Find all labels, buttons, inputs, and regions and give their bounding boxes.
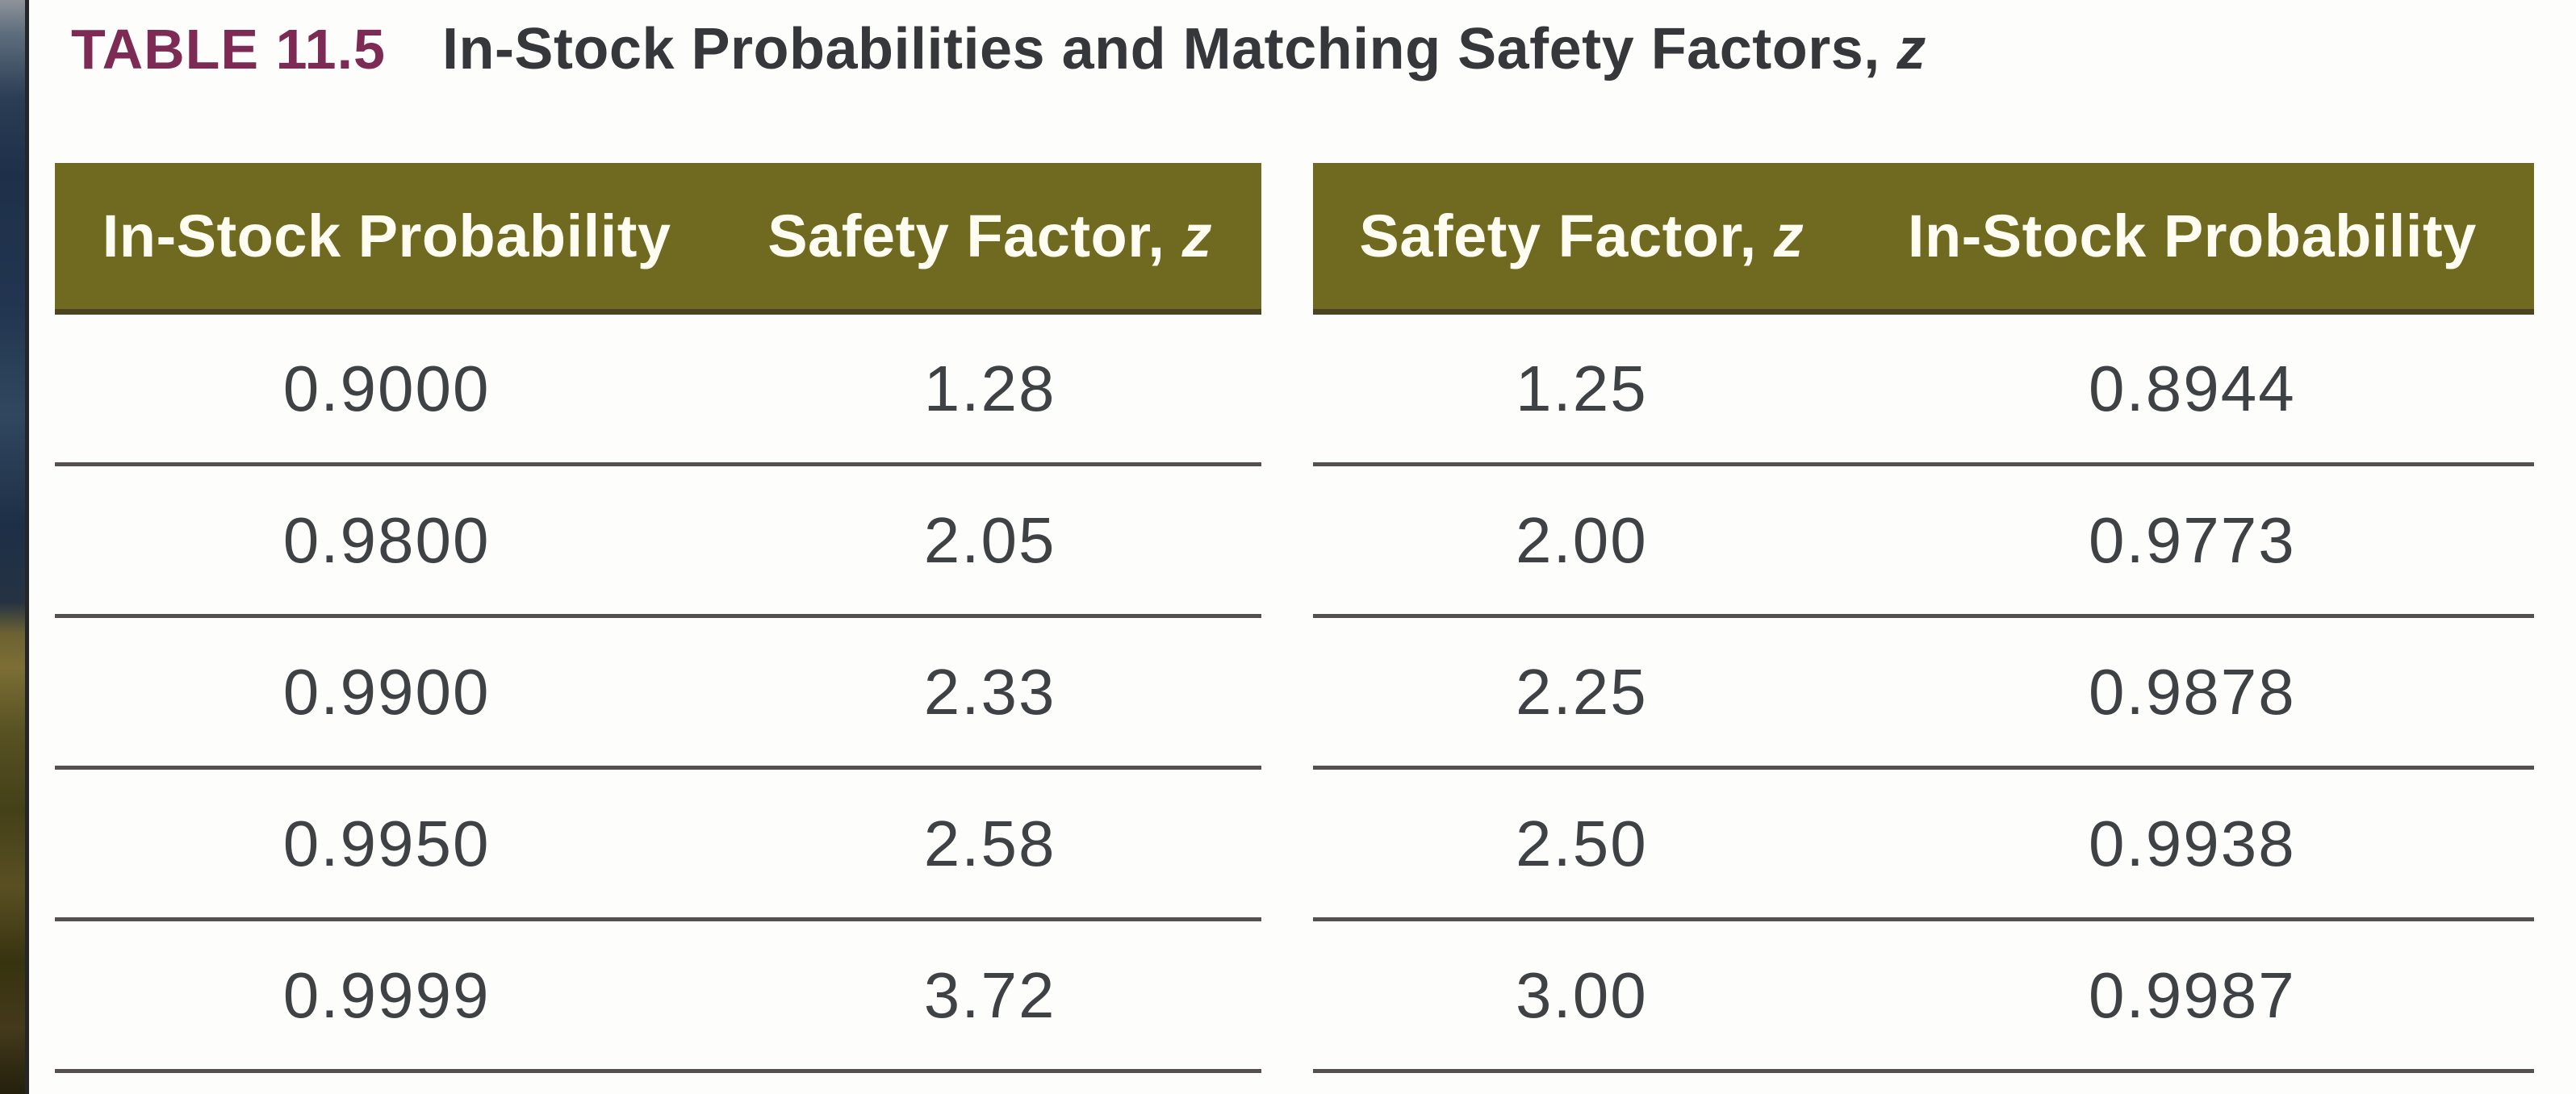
table-cell: 0.9950 bbox=[282, 807, 491, 879]
table-row: 0.9000 1.28 bbox=[55, 315, 1261, 466]
column-header: In-Stock Probability bbox=[1907, 203, 2477, 269]
table-body: 0.9000 1.28 0.9800 2.05 0.9900 2.33 0.9950 2.58… bbox=[55, 315, 1261, 1073]
table-cell: 2.33 bbox=[923, 655, 1056, 728]
table-cell: 0.9773 bbox=[2089, 503, 2296, 576]
table-cell: 0.9938 bbox=[2089, 807, 2296, 879]
table-header-row: Safety Factor, z In-Stock Probability bbox=[1313, 163, 2534, 315]
table-heading-text: In-Stock Probabilities and Matching Safe… bbox=[442, 16, 1926, 82]
table-number-label: TABLE 11.5 bbox=[71, 18, 386, 81]
table-row: 2.25 0.9878 bbox=[1313, 618, 2534, 770]
table-cell: 1.28 bbox=[923, 352, 1056, 424]
lookup-table-right: Safety Factor, z In-Stock Probability 1.2… bbox=[1313, 163, 2534, 1073]
table-row: 0.9950 2.58 bbox=[55, 770, 1261, 921]
table-cell: 3.72 bbox=[923, 958, 1056, 1031]
column-header: Safety Factor, z bbox=[767, 203, 1213, 269]
table-cell: 1.25 bbox=[1516, 352, 1648, 424]
column-header: In-Stock Probability bbox=[102, 203, 671, 269]
table-row: 2.50 0.9938 bbox=[1313, 770, 2534, 921]
column-header: Safety Factor, z bbox=[1359, 203, 1804, 269]
table-heading-main: In-Stock Probabilities and Matching Safe… bbox=[441, 17, 1897, 81]
table-cell: 0.9987 bbox=[2089, 958, 2296, 1031]
table-row: 2.00 0.9773 bbox=[1313, 466, 2534, 618]
table-cell: 3.00 bbox=[1516, 958, 1648, 1031]
table-cell: 0.9900 bbox=[282, 655, 491, 728]
table-body: 1.25 0.8944 2.00 0.9773 2.25 0.9878 2.50 0.9938… bbox=[1313, 315, 2534, 1073]
lookup-table-left: In-Stock Probability Safety Factor, z 0.9… bbox=[55, 163, 1261, 1073]
table-cell: 2.00 bbox=[1516, 503, 1648, 576]
table-cell: 0.9800 bbox=[282, 503, 491, 576]
table-cell: 2.05 bbox=[923, 503, 1056, 576]
window-border bbox=[25, 0, 29, 1094]
table-cell: 0.9999 bbox=[282, 958, 491, 1031]
desktop-wallpaper-strip bbox=[0, 0, 25, 1094]
table-cell: 0.9000 bbox=[282, 352, 491, 424]
table-row: 0.9999 3.72 bbox=[55, 921, 1261, 1073]
table-title: TABLE 11.5 In-Stock Probabilities and Ma… bbox=[71, 16, 1926, 82]
table-header-row: In-Stock Probability Safety Factor, z bbox=[55, 163, 1261, 315]
table-cell: 2.25 bbox=[1516, 655, 1648, 728]
document-page: TABLE 11.5 In-Stock Probabilities and Ma… bbox=[29, 0, 2576, 1094]
table-cell: 0.8944 bbox=[2089, 352, 2296, 424]
table-row: 0.9900 2.33 bbox=[55, 618, 1261, 770]
table-row: 0.9800 2.05 bbox=[55, 466, 1261, 618]
table-cell: 2.58 bbox=[923, 807, 1056, 879]
table-row: 1.25 0.8944 bbox=[1313, 315, 2534, 466]
table-row: 3.00 0.9987 bbox=[1313, 921, 2534, 1073]
table-cell: 2.50 bbox=[1516, 807, 1648, 879]
table-cell: 0.9878 bbox=[2089, 655, 2296, 728]
table-heading-italic-z: z bbox=[1896, 17, 1926, 81]
